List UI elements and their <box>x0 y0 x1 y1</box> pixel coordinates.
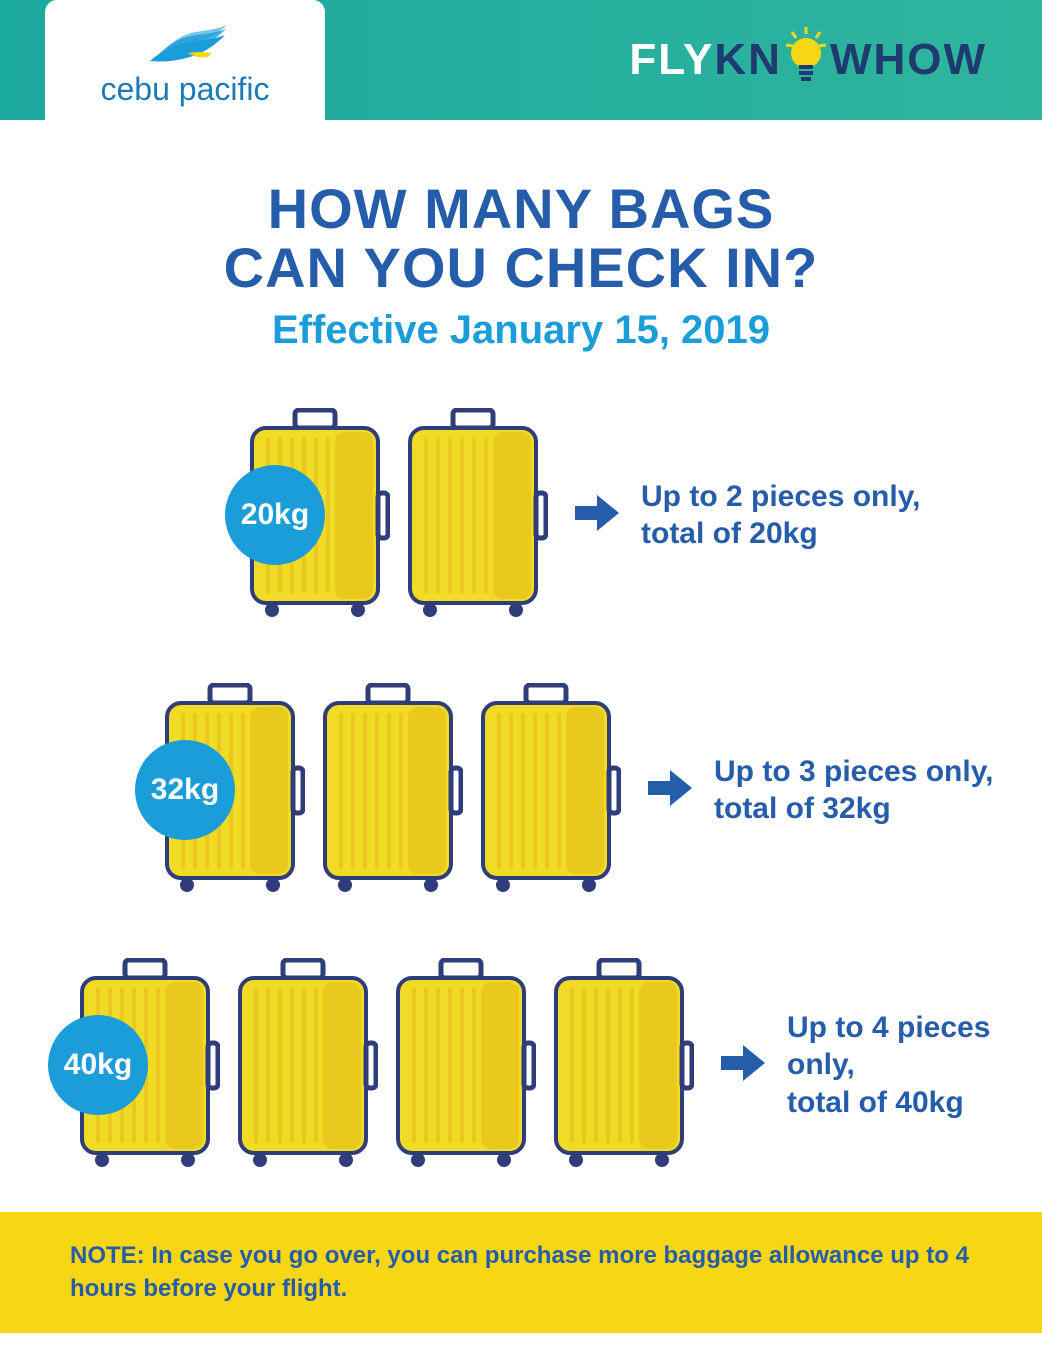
suitcase <box>228 958 378 1173</box>
header-bar: cebu pacific FLYKN WHOW <box>0 0 1042 120</box>
suitcase-icon <box>398 408 548 618</box>
baggage-row: 32kg <box>40 683 1002 898</box>
subtitle: Effective January 15, 2019 <box>0 308 1042 353</box>
note-bar: NOTE: In case you go over, you can purch… <box>0 1212 1042 1333</box>
baggage-row: 20kg Up <box>40 408 1002 623</box>
suitcase <box>398 408 548 623</box>
main-title: HOW MANY BAGS CAN YOU CHECK IN? Effectiv… <box>0 180 1042 353</box>
lightbulb-icon <box>784 27 828 85</box>
suitcase <box>386 958 536 1173</box>
suitcase-icon <box>228 958 378 1168</box>
note-text: NOTE: In case you go over, you can purch… <box>70 1240 972 1305</box>
row-description: Up to 2 pieces only,total of 20kg <box>641 478 921 553</box>
suitcase <box>313 683 463 898</box>
weight-badge: 40kg <box>48 1015 148 1115</box>
weight-badge: 32kg <box>135 740 235 840</box>
bags-group <box>70 958 694 1173</box>
arrow-right-icon <box>573 491 621 535</box>
note-body: In case you go over, you can purchase mo… <box>70 1242 969 1301</box>
suitcase-icon <box>471 683 621 893</box>
title-line-1: HOW MANY BAGS <box>0 180 1042 239</box>
row-description: Up to 3 pieces only,total of 32kg <box>714 753 994 828</box>
brand-name: cebu pacific <box>101 71 270 108</box>
arrow-right-icon <box>719 1041 767 1085</box>
suitcase <box>544 958 694 1173</box>
title-line-2: CAN YOU CHECK IN? <box>0 239 1042 298</box>
whow-text: WHOW <box>830 35 987 85</box>
suitcase-icon <box>313 683 463 893</box>
suitcase-icon <box>386 958 536 1168</box>
flyknowhow-title: FLYKN WHOW <box>629 31 987 89</box>
suitcase <box>471 683 621 898</box>
arrow <box>573 491 621 540</box>
fly-text: FLY <box>629 35 714 85</box>
kn-text: KN <box>714 35 782 85</box>
note-label: NOTE: <box>70 1242 145 1269</box>
suitcase-icon <box>544 958 694 1168</box>
row-description: Up to 4 pieces only,total of 40kg <box>787 1009 1002 1122</box>
baggage-section: 20kg Up <box>0 408 1042 1173</box>
arrow <box>719 1041 767 1090</box>
logo-tab: cebu pacific <box>45 0 325 120</box>
arrow-right-icon <box>646 766 694 810</box>
brand-bird-icon <box>140 23 230 73</box>
weight-badge: 20kg <box>225 465 325 565</box>
arrow <box>646 766 694 815</box>
baggage-row: 40kg <box>40 958 1002 1173</box>
